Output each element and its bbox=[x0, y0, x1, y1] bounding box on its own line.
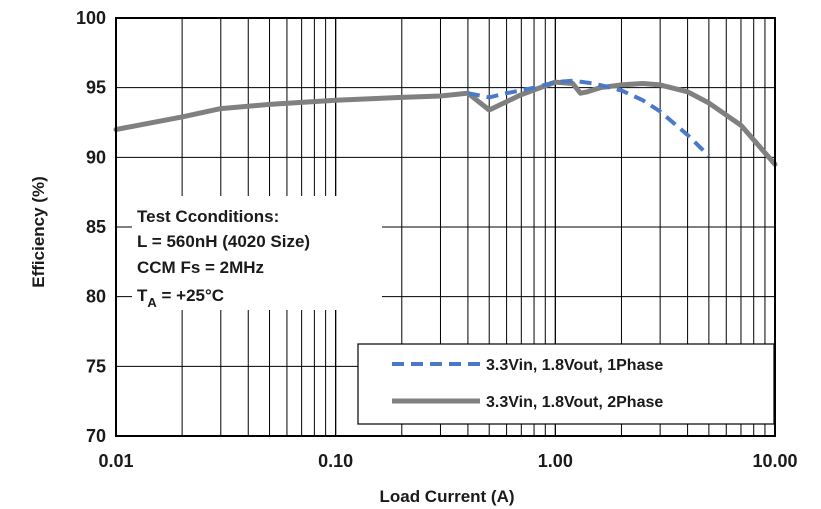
tick-labels: 70 75 80 85 90 95 100 0.01 0.10 1.00 10.00 bbox=[76, 8, 798, 471]
y-tick-label: 85 bbox=[86, 217, 106, 237]
note-line-1: Test Cconditions: bbox=[137, 207, 279, 226]
note-line-temperature: TA = +25°C bbox=[137, 286, 224, 310]
x-tick-label: 0.10 bbox=[318, 451, 353, 471]
series-line-1phase bbox=[467, 78, 711, 158]
note-line-2: L = 560nH (4020 Size) bbox=[137, 232, 310, 251]
y-tick-label: 80 bbox=[86, 287, 106, 307]
y-tick-label: 100 bbox=[76, 8, 106, 28]
temp-symbol: T bbox=[137, 286, 148, 305]
x-tick-label: 1.00 bbox=[538, 451, 573, 471]
temp-value: = +25°C bbox=[157, 286, 224, 305]
y-tick-label: 75 bbox=[86, 356, 106, 376]
temp-subscript: A bbox=[147, 295, 157, 310]
annotation-background bbox=[132, 196, 382, 310]
legend: 3.3Vin, 1.8Vout, 1Phase 3.3Vin, 1.8Vout,… bbox=[357, 343, 775, 425]
legend-box bbox=[357, 343, 775, 425]
note-line-3: CCM Fs = 2MHz bbox=[137, 258, 264, 277]
x-tick-label: 10.00 bbox=[752, 451, 797, 471]
y-tick-label: 70 bbox=[86, 426, 106, 446]
annotation-backdrop bbox=[132, 196, 382, 310]
legend-label-1phase: 3.3Vin, 1.8Vout, 1Phase bbox=[486, 357, 663, 374]
y-tick-label: 95 bbox=[86, 78, 106, 98]
y-axis-title: Efficiency (%) bbox=[29, 176, 48, 287]
plot-frame bbox=[115, 17, 776, 437]
series-group bbox=[113, 78, 778, 167]
legend-label-2phase: 3.3Vin, 1.8Vout, 2Phase bbox=[486, 394, 663, 411]
y-tick-label: 90 bbox=[86, 147, 106, 167]
x-axis-title: Load Current (A) bbox=[379, 487, 514, 506]
x-tick-label: 0.01 bbox=[98, 451, 133, 471]
test-conditions-note: Test Cconditions: L = 560nH (4020 Size) … bbox=[137, 207, 310, 310]
